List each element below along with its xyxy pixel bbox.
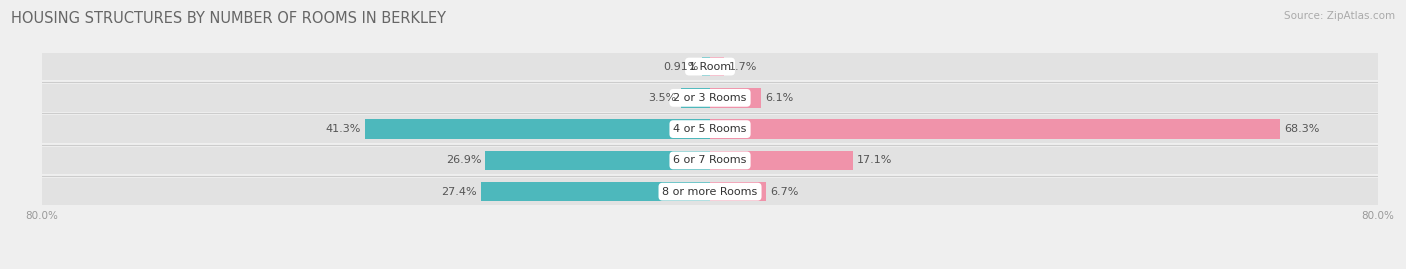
Text: 4 or 5 Rooms: 4 or 5 Rooms: [673, 124, 747, 134]
Text: 3.5%: 3.5%: [648, 93, 676, 103]
Bar: [681, 88, 710, 108]
Bar: [710, 119, 1281, 139]
Text: 8 or more Rooms: 8 or more Rooms: [662, 187, 758, 197]
Bar: [710, 57, 724, 76]
Text: 26.9%: 26.9%: [446, 155, 481, 165]
Text: Source: ZipAtlas.com: Source: ZipAtlas.com: [1284, 11, 1395, 21]
Bar: [481, 182, 710, 201]
Text: 6.1%: 6.1%: [765, 93, 793, 103]
Text: 68.3%: 68.3%: [1285, 124, 1320, 134]
Bar: [703, 57, 710, 76]
Text: 17.1%: 17.1%: [856, 155, 893, 165]
Text: 2 or 3 Rooms: 2 or 3 Rooms: [673, 93, 747, 103]
Bar: [42, 84, 1378, 112]
Bar: [710, 88, 761, 108]
Text: 41.3%: 41.3%: [326, 124, 361, 134]
Bar: [42, 178, 1378, 206]
Bar: [42, 147, 1378, 174]
Bar: [485, 151, 710, 170]
Bar: [42, 53, 1378, 80]
Text: 6 or 7 Rooms: 6 or 7 Rooms: [673, 155, 747, 165]
Text: 6.7%: 6.7%: [770, 187, 799, 197]
Bar: [710, 182, 766, 201]
Text: 27.4%: 27.4%: [441, 187, 477, 197]
Bar: [710, 151, 853, 170]
Text: 1.7%: 1.7%: [728, 62, 756, 72]
Text: 1 Room: 1 Room: [689, 62, 731, 72]
Bar: [366, 119, 710, 139]
Text: 0.91%: 0.91%: [662, 62, 699, 72]
Text: HOUSING STRUCTURES BY NUMBER OF ROOMS IN BERKLEY: HOUSING STRUCTURES BY NUMBER OF ROOMS IN…: [11, 11, 446, 26]
Bar: [42, 115, 1378, 143]
